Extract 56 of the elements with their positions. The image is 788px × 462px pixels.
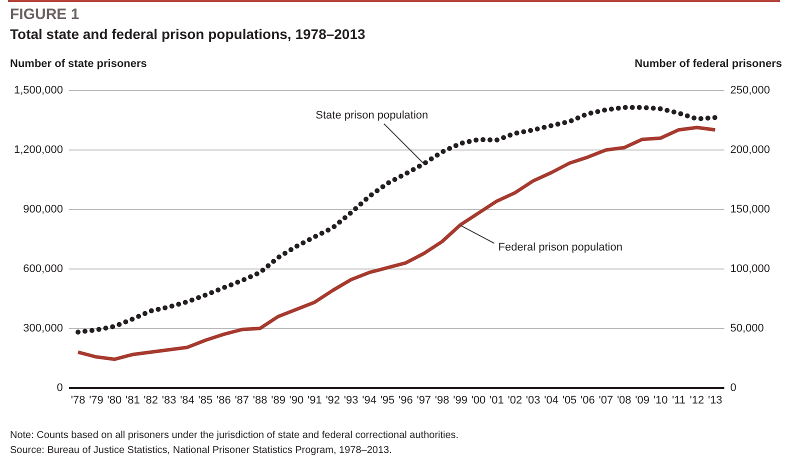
y2-tick-label: 50,000 [730,322,764,334]
y-tick-label: 1,500,000 [14,84,63,97]
y2-tick-label: 250,000 [730,84,770,97]
x-tick-label: '82 [144,394,158,406]
x-tick-label: '06 [580,394,595,406]
x-tick-label: '12 [690,394,704,406]
x-tick-label: '11 [672,394,686,406]
x-tick-label: '86 [216,394,231,406]
x-tick-label: '80 [107,394,122,406]
x-tick-label: '85 [198,394,213,406]
y2-tick-label: 200,000 [730,144,770,156]
x-tick-label: '89 [271,394,286,406]
source-note: Source: Bureau of Justice Statistics, National Prisoner Statistics Program, 1978–2013. [10,444,393,458]
y-tick-label: 900,000 [23,204,63,216]
x-tick-label: '13 [708,394,722,406]
x-tick-label: '07 [598,394,614,406]
x-tick-label: '97 [416,394,432,406]
x-tick-label: '05 [562,394,577,406]
x-tick-label: '94 [362,394,376,406]
x-tick-label: '83 [162,394,176,406]
text: Note: Counts based on all prisoners under the jurisdiction of state and federal correctional authorities. [10,429,459,443]
y2-tick-label: 0 [730,382,736,394]
x-tick-label: '02 [508,394,522,406]
chart-title: FIGURE 1 [10,6,80,23]
x-tick-label: '87 [234,394,250,406]
x-tick-label: '00 [471,394,486,406]
annotation: Federal prison population [498,241,622,254]
annotation: State prison population [316,110,428,122]
y-tick-label: 1,200,000 [14,144,63,156]
x-tick-label: '81 [125,394,140,406]
y2-axis-title: Number of federal prisoners [634,58,782,70]
y2-tick-label: 100,000 [730,262,770,275]
x-tick-label: '03 [526,394,540,406]
y2-tick-label: 150,000 [730,204,770,216]
y-axis-title: Number of state prisoners [10,58,147,70]
x-tick-label: '09 [635,394,650,406]
chart-subtitle: Total state and federal prison populations, 1978–2013 [10,26,366,42]
y-tick-label: 0 [56,382,63,394]
x-tick-label: '78 [70,394,86,406]
y-tick-label: 300,000 [23,322,63,334]
x-tick-label: '90 [289,394,304,406]
x-tick-label: '04 [544,394,558,406]
x-tick-label: '93 [344,394,358,406]
x-tick-label: '95 [380,394,395,406]
x-tick-label: '79 [89,394,104,406]
y-tick-label: 600,000 [23,262,63,275]
x-tick-label: '92 [326,394,340,406]
x-tick-label: '98 [434,394,450,406]
x-tick-label: '10 [653,394,668,406]
x-tick-label: '96 [398,394,413,406]
x-tick-label: '84 [180,394,194,406]
x-tick-label: '91 [308,394,322,406]
x-tick-label: '99 [453,394,468,406]
x-tick-label: '08 [616,394,632,406]
x-tick-label: '01 [490,394,504,406]
x-tick-label: '88 [252,394,268,406]
